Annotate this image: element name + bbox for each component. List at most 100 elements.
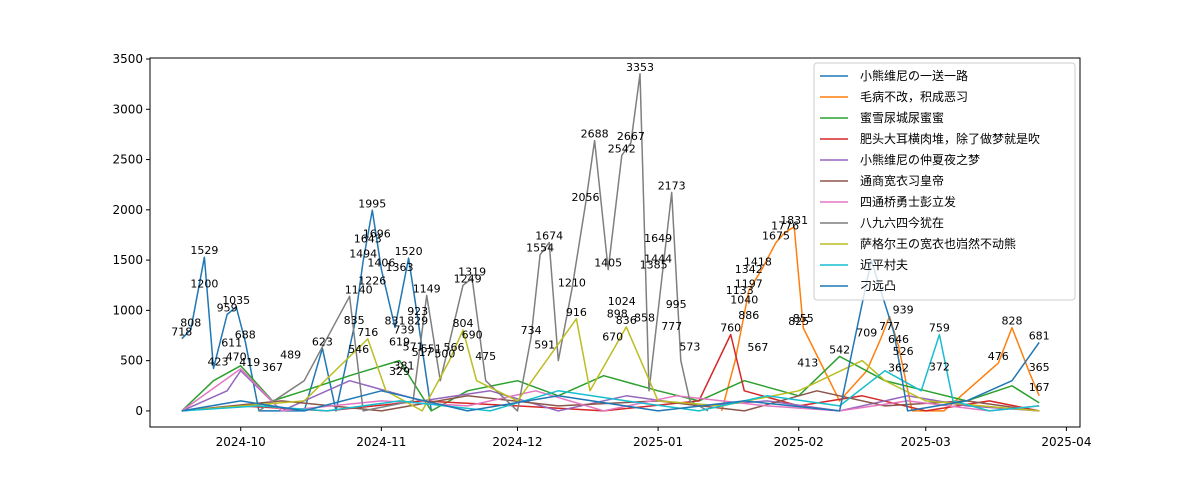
data-label: 828 xyxy=(1002,315,1023,328)
data-label: 831 xyxy=(385,314,406,327)
legend-entry: 毛病不改，积成恶习 xyxy=(860,89,968,104)
data-label: 546 xyxy=(348,343,369,356)
series-line-7 xyxy=(181,368,1040,412)
data-label: 939 xyxy=(893,304,914,317)
data-label: 1649 xyxy=(644,232,672,245)
data-label: 167 xyxy=(1029,381,1050,394)
data-label: 1831 xyxy=(780,214,808,227)
data-label: 959 xyxy=(217,302,238,315)
series-line-8 xyxy=(258,73,709,412)
legend: 小熊维尼の一送一路毛病不改，积成恶习蜜雪尿城尿蜜蜜肥头大耳横肉堆，除了做梦就是吹… xyxy=(813,62,1076,301)
data-label: 1040 xyxy=(730,293,758,306)
series-line-11 xyxy=(181,259,1040,412)
legend-entry: 八九六四今犹在 xyxy=(860,215,944,230)
legend-entry: 四通桥勇士彭立发 xyxy=(860,194,956,209)
data-label: 1643 xyxy=(354,233,382,246)
data-label: 1133 xyxy=(726,284,754,297)
data-label: 923 xyxy=(407,305,428,318)
y-tick-label: 3000 xyxy=(112,102,143,116)
data-label: 716 xyxy=(357,326,378,339)
data-label: 681 xyxy=(1029,329,1050,342)
data-label: 566 xyxy=(444,341,465,354)
data-label: 551 xyxy=(421,343,442,356)
data-label: 567 xyxy=(747,341,768,354)
data-label: 855 xyxy=(793,312,814,325)
data-label: 835 xyxy=(344,314,365,327)
data-label: 1035 xyxy=(222,294,250,307)
data-label: 777 xyxy=(661,320,682,333)
data-label: 1696 xyxy=(363,227,391,240)
data-label: 381 xyxy=(394,360,415,373)
data-label: 475 xyxy=(475,350,496,363)
data-label: 858 xyxy=(634,312,655,325)
data-label: 1385 xyxy=(640,259,668,272)
data-label: 759 xyxy=(929,322,950,335)
data-label: 329 xyxy=(389,365,410,378)
legend-entry: 通商宽衣习皇帝 xyxy=(860,173,944,188)
y-tick-label: 1500 xyxy=(112,253,143,267)
data-label: 1249 xyxy=(454,272,482,285)
data-label: 1554 xyxy=(526,242,554,255)
data-label: 476 xyxy=(988,350,1009,363)
data-label: 825 xyxy=(788,315,809,328)
legend-entry: 蜜雪尿城尿蜜蜜 xyxy=(860,110,944,125)
data-label: 413 xyxy=(797,356,818,369)
data-label: 829 xyxy=(407,315,428,328)
data-label: 1675 xyxy=(762,230,790,243)
data-label: 1363 xyxy=(386,261,414,274)
data-label: 734 xyxy=(521,324,542,337)
x-tick-label: 2024-10 xyxy=(216,435,266,449)
data-label: 1529 xyxy=(190,244,218,257)
data-label: 2667 xyxy=(617,130,645,143)
data-label: 571 xyxy=(403,341,424,354)
series-line-1 xyxy=(181,209,433,412)
data-label: 916 xyxy=(566,306,587,319)
data-label: 1200 xyxy=(190,277,218,290)
data-label: 362 xyxy=(888,362,909,375)
data-label: 1024 xyxy=(608,295,636,308)
data-label: 470 xyxy=(226,351,247,364)
data-label: 709 xyxy=(856,327,877,340)
y-tick-label: 500 xyxy=(120,354,143,368)
data-label: 1210 xyxy=(558,276,586,289)
data-label: 898 xyxy=(607,308,628,321)
x-tick-label: 2025-02 xyxy=(774,435,824,449)
y-tick-label: 0 xyxy=(135,404,143,418)
data-label: 1406 xyxy=(367,257,395,270)
legend-entry: 肥头大耳横肉堆，除了做梦就是吹 xyxy=(860,131,1040,146)
data-label: 1197 xyxy=(735,278,763,291)
data-label: 777 xyxy=(879,320,900,333)
data-label: 1520 xyxy=(395,245,423,258)
x-tick-label: 2025-04 xyxy=(1041,435,1091,449)
x-tick-label: 2024-12 xyxy=(492,435,542,449)
data-label: 367 xyxy=(262,361,283,374)
data-label: 718 xyxy=(171,326,192,339)
series-line-10 xyxy=(181,333,1040,412)
x-tick-label: 2025-01 xyxy=(633,435,683,449)
legend-box xyxy=(813,62,1076,301)
legend-entry: 近平村夫 xyxy=(860,258,908,272)
legend-entry: 小熊维尼の仲夏夜之梦 xyxy=(860,152,980,167)
legend-entry: 小熊维尼の一送一路 xyxy=(860,68,968,83)
data-label: 1342 xyxy=(735,263,763,276)
y-tick-label: 3500 xyxy=(112,52,143,66)
data-label: 995 xyxy=(666,298,687,311)
series-line-9 xyxy=(181,318,1040,412)
data-label: 365 xyxy=(1029,361,1050,374)
x-axis: 2024-10 2024-11 2024-12 2025-01 2025-02 2025-… xyxy=(216,427,1091,449)
data-label: 573 xyxy=(679,340,700,353)
data-label: 760 xyxy=(720,322,741,335)
data-label: 1444 xyxy=(644,253,672,266)
series-line-3 xyxy=(181,355,1040,412)
y-axis: 0 500 1000 1500 2000 2500 3000 3500 xyxy=(112,52,150,418)
data-label: 1995 xyxy=(358,197,386,210)
data-label: 623 xyxy=(312,335,333,348)
data-label: 2688 xyxy=(581,128,609,141)
data-label: 646 xyxy=(888,333,909,346)
data-label: 619 xyxy=(389,336,410,349)
data-label: 804 xyxy=(453,317,474,330)
data-label: 1405 xyxy=(594,257,622,270)
data-label: 591 xyxy=(534,339,555,352)
